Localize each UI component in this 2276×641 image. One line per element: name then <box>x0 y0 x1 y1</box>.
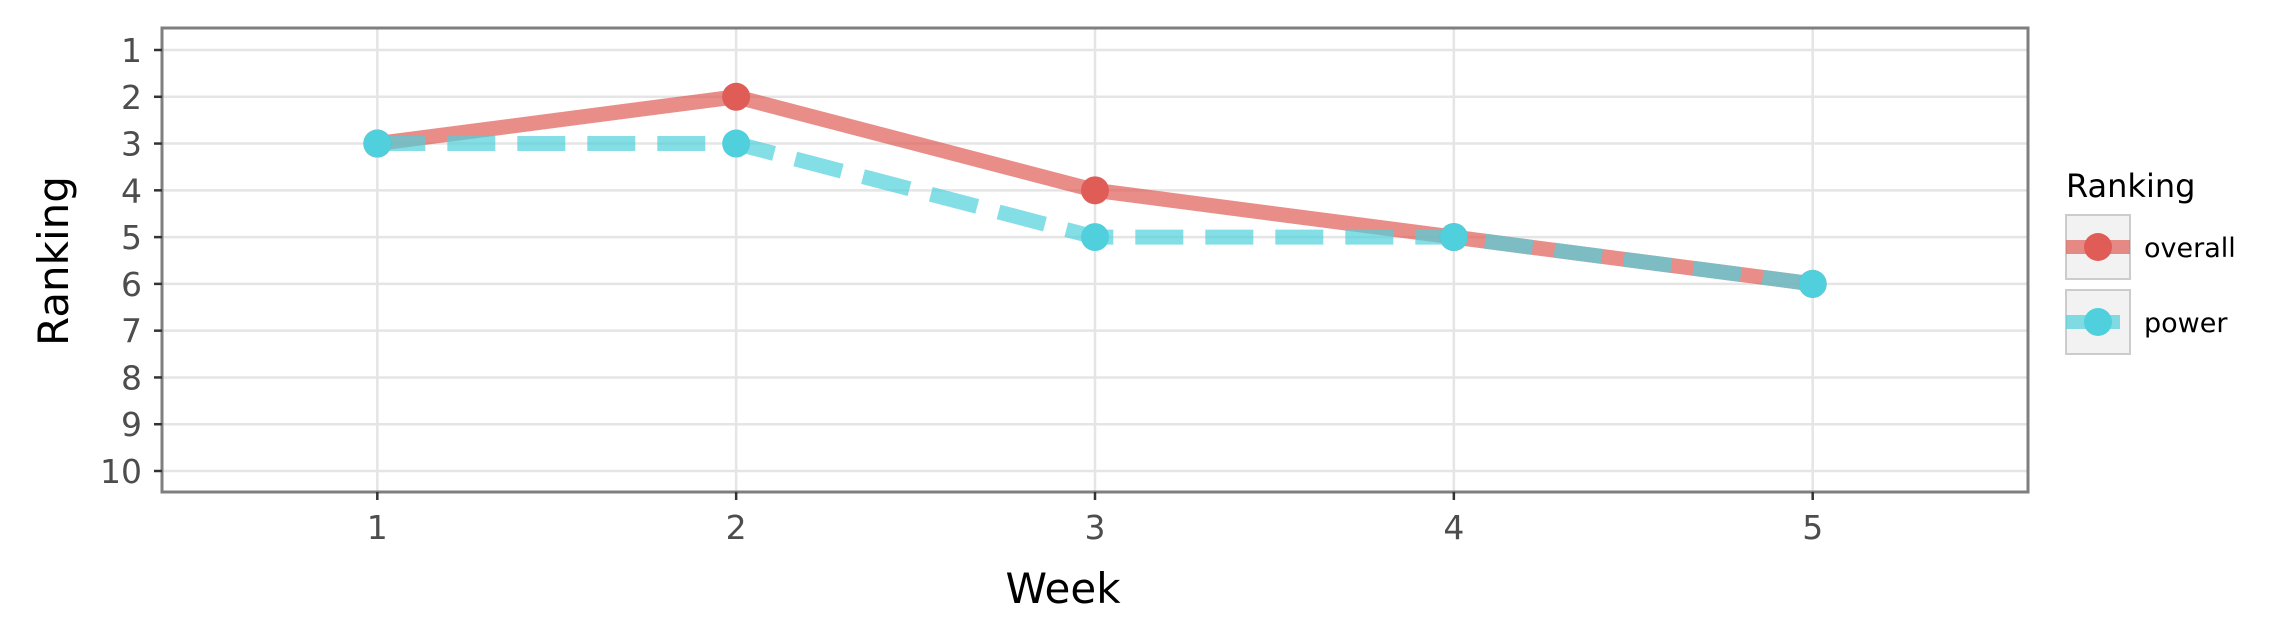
point-power-week-1 <box>363 129 392 158</box>
point-power-week-5 <box>1798 269 1827 298</box>
point-power-week-2 <box>722 129 751 158</box>
series-points <box>363 82 1827 298</box>
legend-label-overall: overall <box>2144 233 2236 264</box>
x-tick-label-3: 3 <box>1085 508 1106 547</box>
y-tick-label-7: 7 <box>121 312 142 351</box>
legend: Ranking overall power <box>2065 167 2236 355</box>
x-tick-label-2: 2 <box>726 508 747 547</box>
y-tick-label-5: 5 <box>121 218 142 257</box>
x-tick-label-5: 5 <box>1802 508 1823 547</box>
legend-title: Ranking <box>2066 167 2195 205</box>
point-power-week-4 <box>1439 223 1468 252</box>
legend-label-power: power <box>2144 308 2228 339</box>
point-overall-week-2 <box>722 82 751 111</box>
x-tick-label-1: 1 <box>367 508 388 547</box>
y-tick-label-4: 4 <box>121 171 142 210</box>
x-axis: 1 2 3 4 5 <box>367 492 1823 547</box>
y-tick-label-10: 10 <box>100 452 142 491</box>
y-tick-label-1: 1 <box>121 31 142 70</box>
y-axis: 1 2 3 4 5 6 7 8 9 10 <box>100 31 162 491</box>
legend-key-point-overall <box>2084 233 2112 261</box>
y-tick-label-3: 3 <box>121 125 142 164</box>
legend-key-point-power <box>2084 308 2112 336</box>
x-tick-label-4: 4 <box>1443 508 1464 547</box>
x-axis-title: Week <box>1005 564 1121 613</box>
point-overall-week-3 <box>1081 176 1109 205</box>
y-axis-title: Ranking <box>29 176 78 346</box>
y-tick-label-2: 2 <box>121 78 142 117</box>
point-power-week-3 <box>1081 223 1109 252</box>
y-tick-label-8: 8 <box>121 358 142 397</box>
y-tick-label-6: 6 <box>121 265 142 304</box>
y-tick-label-9: 9 <box>121 405 142 444</box>
